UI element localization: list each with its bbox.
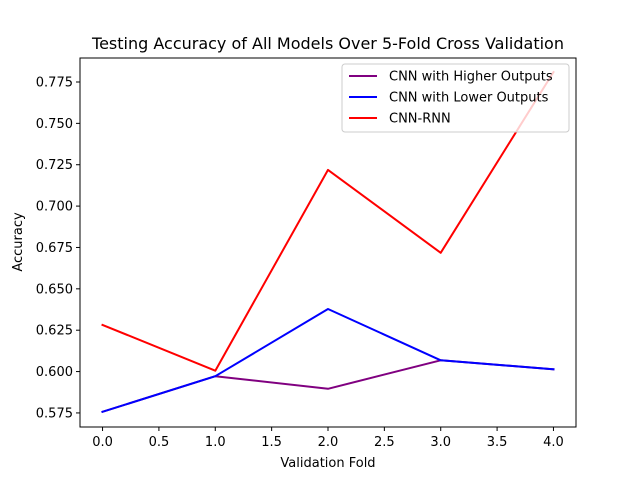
- y-axis-label: Accuracy: [11, 212, 26, 272]
- legend-label-0: CNN with Higher Outputs: [389, 70, 553, 85]
- y-tick-label: 0.625: [36, 324, 73, 339]
- x-tick-label: 2.5: [374, 435, 395, 450]
- series-line-2: [101, 70, 555, 372]
- x-axis-label: Validation Fold: [280, 456, 375, 471]
- legend-label-2: CNN-RNN: [389, 112, 451, 127]
- legend-box: [341, 63, 570, 133]
- x-tick-label: 3.0: [430, 435, 451, 450]
- y-tick-label: 0.575: [36, 406, 73, 421]
- series-line-1: [101, 308, 555, 414]
- x-tick-label: 2.0: [318, 435, 339, 450]
- legend: CNN with Higher Outputs CNN with Lower Ou…: [341, 63, 570, 133]
- series-line-0: [101, 359, 555, 414]
- y-tick-label: 0.700: [36, 200, 73, 215]
- x-tick-label: 0.5: [149, 435, 170, 450]
- x-tick-label: 1.0: [205, 435, 226, 450]
- x-axis: 0.0 0.5 1.0 1.5 2.0 2.5 3.0 3.5 4.0: [92, 427, 564, 450]
- y-tick-label: 0.775: [36, 75, 73, 90]
- y-tick-label: 0.725: [36, 158, 73, 173]
- x-tick-label: 3.5: [487, 435, 508, 450]
- plot-lines: [101, 70, 555, 414]
- legend-label-1: CNN with Lower Outputs: [389, 91, 549, 106]
- y-tick-label: 0.650: [36, 282, 73, 297]
- x-tick-label: 4.0: [543, 435, 564, 450]
- y-tick-label: 0.600: [36, 365, 73, 380]
- x-tick-label: 1.5: [261, 435, 282, 450]
- y-tick-label: 0.750: [36, 117, 73, 132]
- x-tick-label: 0.0: [92, 435, 113, 450]
- y-axis: 0.575 0.600 0.625 0.650 0.675 0.700 0.725 0.750…: [36, 75, 80, 421]
- chart-title: Testing Accuracy of All Models Over 5-Fo…: [91, 34, 564, 53]
- y-tick-label: 0.675: [36, 241, 73, 256]
